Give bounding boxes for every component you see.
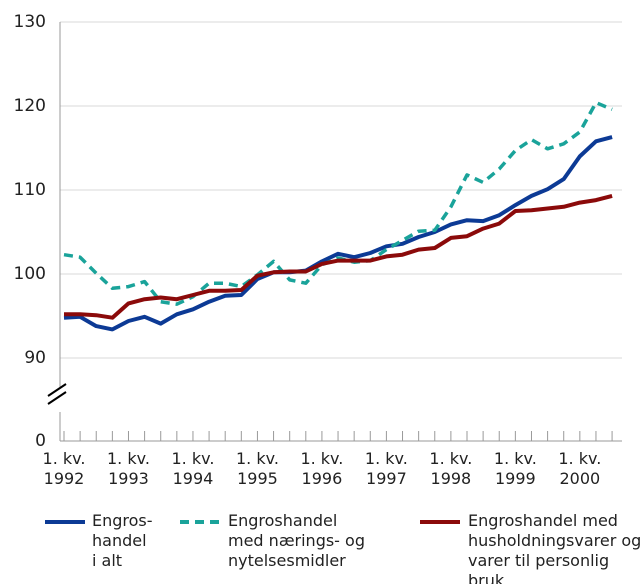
x-tick-label: 1. kv. 1993 [107,449,150,488]
legend-label: Engroshandel med husholdningsvarer og va… [468,511,642,584]
x-tick-label: 1. kv. 2000 [558,449,602,488]
series-line [64,193,613,320]
x-tick-label: 1. kv. 1995 [235,449,279,488]
series-line [63,100,613,306]
y-tick-label: 0 [35,431,46,451]
axis-break [47,391,67,405]
y-tick-label: 120 [14,96,46,116]
x-tick-label: 1. kv. 1994 [171,449,215,488]
legend-label: Engroshandel med nærings- og nytelsesmid… [228,511,365,570]
x-tick-label: 1. kv. 1999 [493,449,537,488]
x-tick-label: 1. kv. 1996 [300,449,344,488]
y-tick-label: 110 [14,180,46,200]
x-tick-label: 1. kv. 1998 [429,449,473,488]
x-tick-label: 1. kv. 1997 [364,449,408,488]
y-tick-label: 130 [14,12,46,32]
y-tick-label: 100 [14,264,46,284]
x-tick-label: 1. kv. 1992 [42,449,86,488]
y-tick-label: 90 [24,348,46,368]
series-line [63,135,613,332]
axis-break [47,383,67,397]
legend-label: Engros- handel i alt [92,511,153,570]
